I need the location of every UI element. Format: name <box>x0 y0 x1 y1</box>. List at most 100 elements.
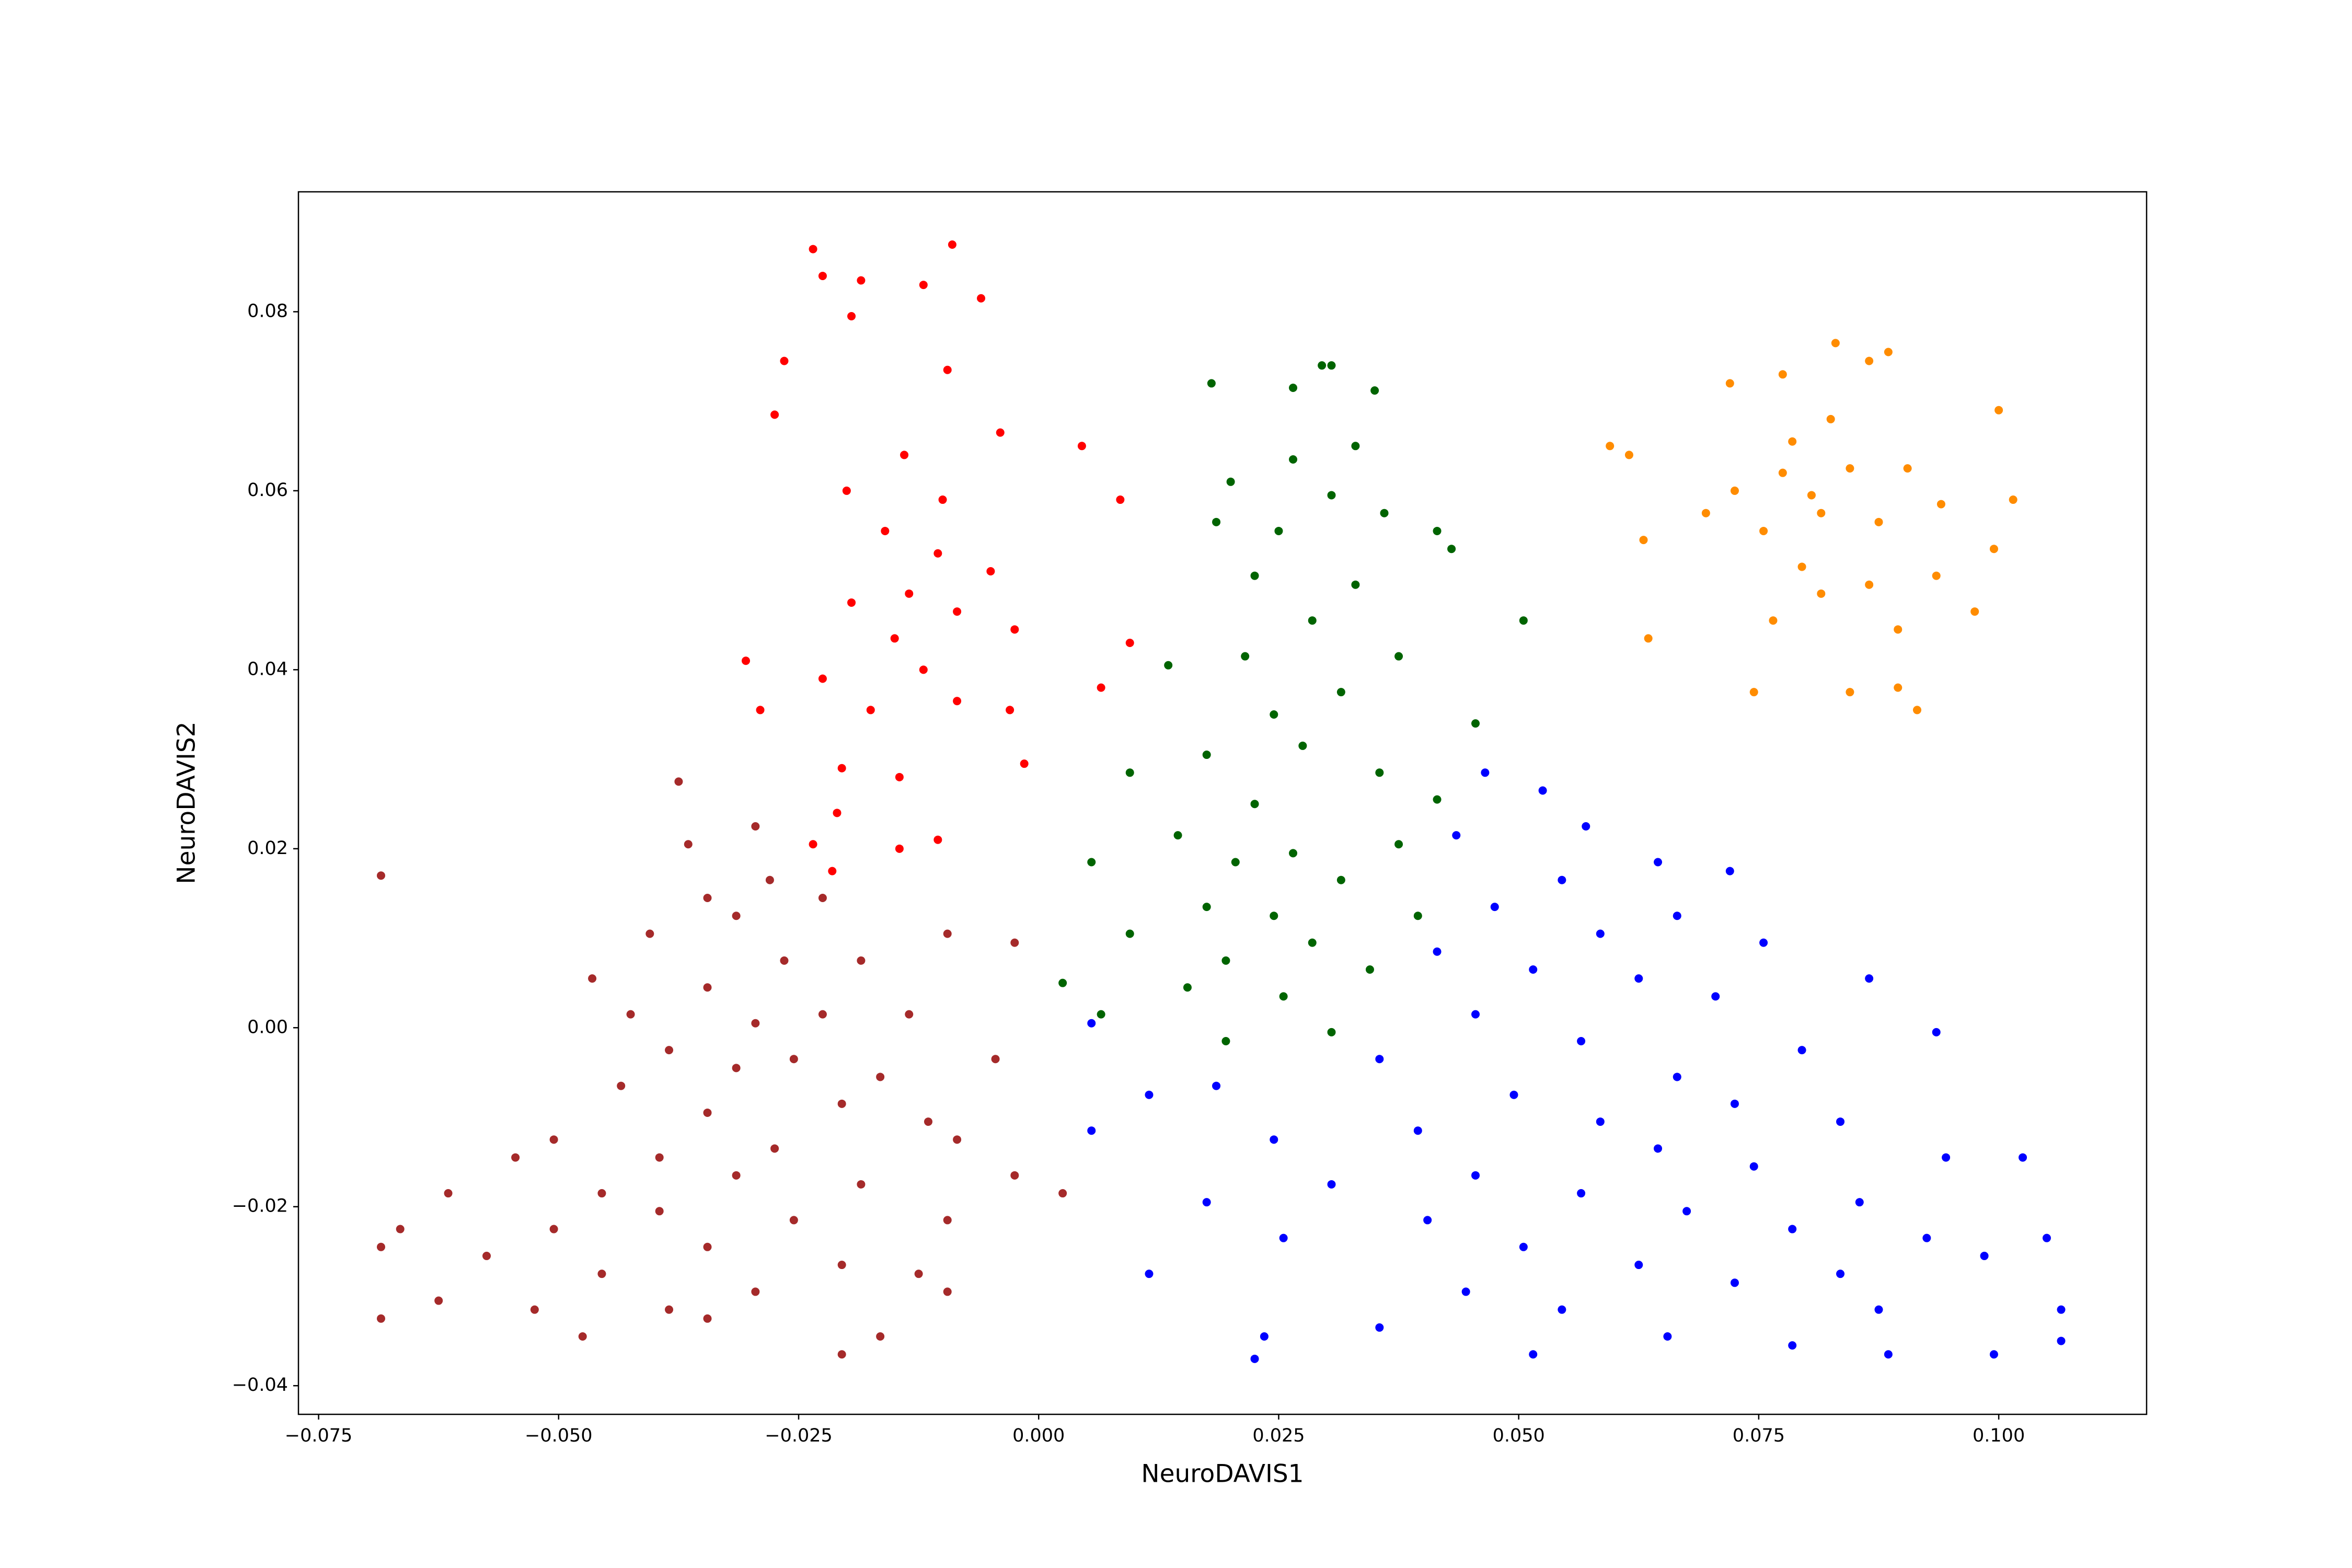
point <box>1471 1171 1480 1180</box>
point <box>684 840 693 849</box>
point <box>396 1225 405 1233</box>
point <box>1212 1081 1221 1090</box>
point <box>1865 974 1874 983</box>
point <box>1308 938 1317 947</box>
point <box>1274 526 1283 535</box>
point <box>1447 545 1456 554</box>
point <box>1855 1198 1864 1207</box>
point <box>1788 1225 1797 1233</box>
point <box>837 1350 846 1359</box>
point <box>1279 1233 1288 1242</box>
point <box>895 773 904 781</box>
point <box>1778 468 1787 477</box>
point <box>376 1242 385 1251</box>
point <box>953 697 962 706</box>
point <box>1894 683 1903 692</box>
point <box>1970 607 1979 616</box>
point <box>1058 1189 1067 1198</box>
x-tick-label: 0.100 <box>1973 1425 2025 1446</box>
point <box>1663 1332 1672 1341</box>
point <box>1289 455 1298 464</box>
point <box>1380 509 1389 517</box>
point <box>857 956 866 965</box>
point <box>1817 509 1826 517</box>
point <box>1894 625 1903 634</box>
point <box>549 1135 558 1144</box>
point <box>943 1216 952 1225</box>
point <box>857 1180 866 1189</box>
point <box>1250 800 1259 809</box>
plot-frame <box>297 191 2148 1415</box>
point <box>991 1055 1000 1064</box>
point <box>1701 509 1710 517</box>
point <box>530 1305 539 1314</box>
y-axis-label: NeuroDAVIS2 <box>172 721 201 884</box>
x-tick-label: −0.025 <box>765 1425 833 1446</box>
point <box>1730 1099 1739 1108</box>
point <box>1279 992 1288 1001</box>
point <box>511 1153 520 1162</box>
point <box>770 410 779 419</box>
point <box>1989 545 1998 554</box>
point <box>1413 912 1422 920</box>
point <box>732 1171 741 1180</box>
point <box>1375 1323 1384 1332</box>
point <box>1260 1332 1269 1341</box>
point <box>645 929 654 938</box>
point <box>588 974 597 983</box>
point <box>1270 1135 1278 1144</box>
point <box>1318 361 1327 370</box>
point <box>1370 386 1379 395</box>
point <box>1097 683 1105 692</box>
point <box>2057 1336 2066 1345</box>
point <box>2057 1305 2066 1314</box>
point <box>732 912 741 920</box>
point <box>1270 912 1278 920</box>
x-tick-label: 0.050 <box>1493 1425 1545 1446</box>
point <box>1241 652 1250 661</box>
point <box>1989 1350 1998 1359</box>
point <box>1519 1242 1528 1251</box>
point <box>1423 1216 1432 1225</box>
x-tick-label: 0.075 <box>1733 1425 1785 1446</box>
point <box>943 365 952 374</box>
point <box>1639 536 1648 545</box>
point <box>1375 768 1384 777</box>
point <box>953 1135 962 1144</box>
point <box>1577 1036 1586 1045</box>
point <box>1336 875 1345 884</box>
point <box>876 1332 885 1341</box>
point <box>1596 1117 1605 1126</box>
point <box>1509 1090 1518 1099</box>
point <box>1644 634 1653 643</box>
point <box>597 1189 606 1198</box>
point <box>789 1216 798 1225</box>
point <box>924 1117 932 1126</box>
point <box>1788 1341 1797 1350</box>
point <box>1202 751 1211 759</box>
point <box>1250 571 1259 580</box>
point <box>1270 710 1278 719</box>
point <box>751 1287 760 1296</box>
point <box>1394 840 1403 849</box>
point <box>986 567 995 576</box>
point <box>1351 580 1360 589</box>
point <box>1471 1010 1480 1019</box>
point <box>1577 1189 1586 1198</box>
point <box>674 777 683 786</box>
point <box>1202 903 1211 912</box>
point <box>1020 759 1029 768</box>
point <box>1831 339 1840 348</box>
point <box>1558 875 1566 884</box>
point <box>818 271 827 280</box>
point <box>1759 526 1768 535</box>
point <box>818 1010 827 1019</box>
point <box>837 1099 846 1108</box>
point <box>703 1314 712 1323</box>
point <box>1433 795 1442 804</box>
point <box>1730 1278 1739 1287</box>
point <box>780 356 789 365</box>
point <box>809 840 817 849</box>
point <box>847 312 856 321</box>
